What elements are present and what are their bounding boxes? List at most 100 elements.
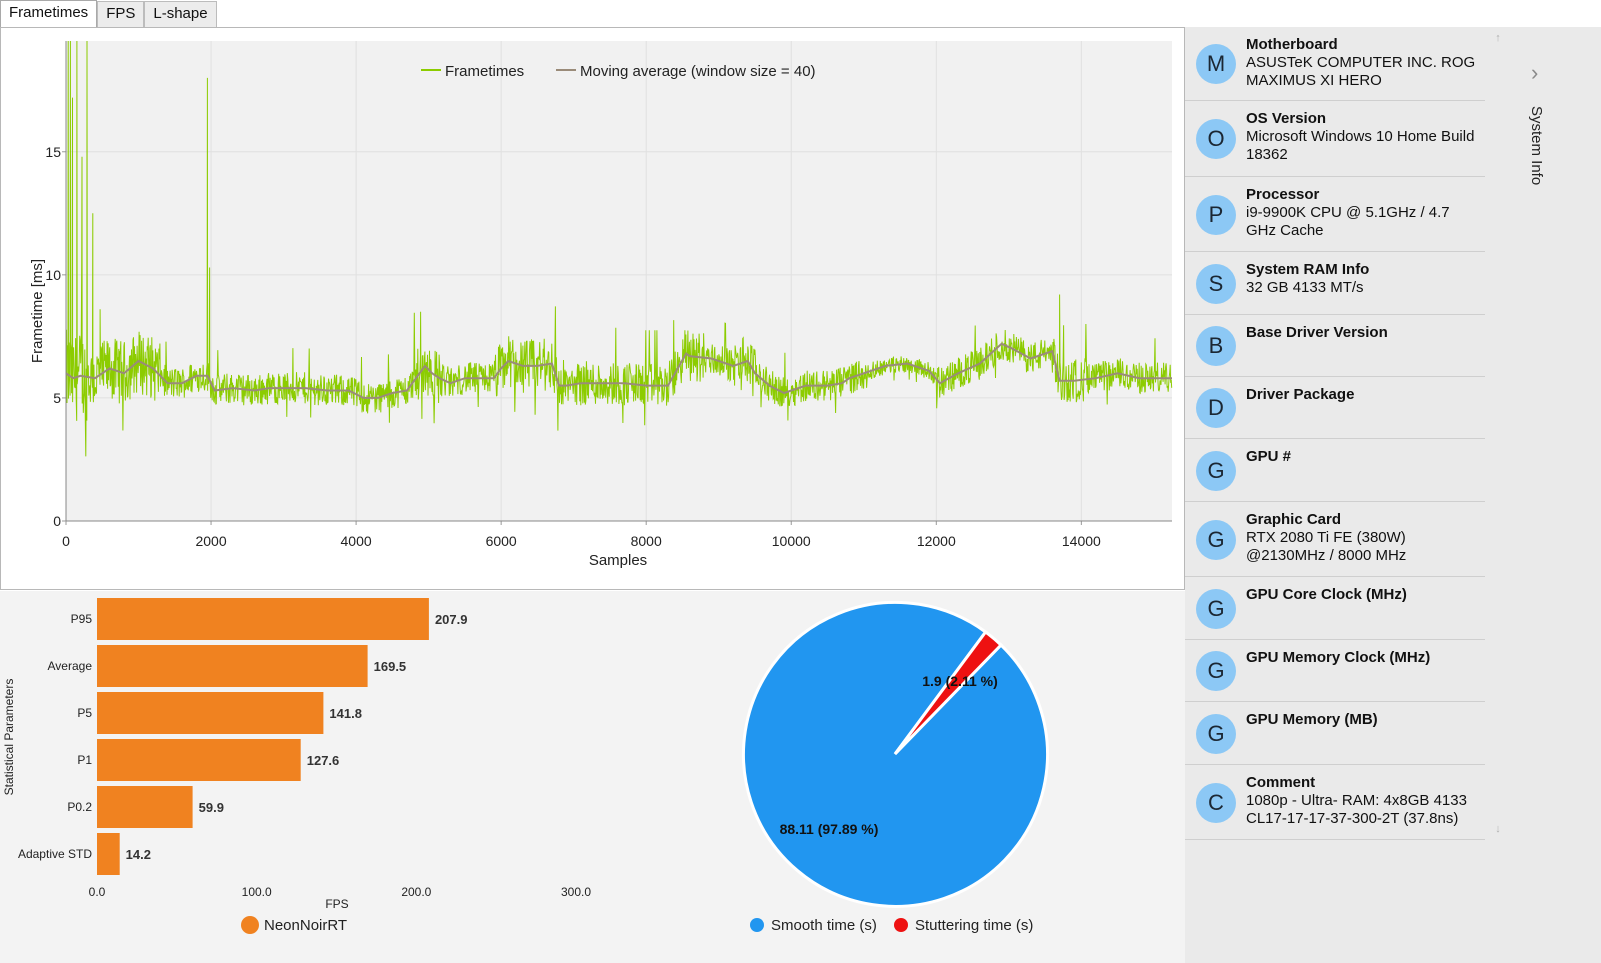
avatar: O (1196, 119, 1236, 159)
system-info-title: Comment (1246, 774, 1316, 791)
system-info-value: 1080p - Ultra- RAM: 4x8GB 4133 CL17-17-1… (1246, 792, 1467, 827)
bar-x-tick-label: 200.0 (401, 885, 431, 899)
system-info-item[interactable]: B Base Driver Version (1185, 315, 1485, 377)
x-axis-title: Samples (589, 552, 647, 569)
bar-category-label: Average (48, 659, 93, 673)
system-info-item[interactable]: G Graphic Card RTX 2080 Ti FE (380W) @2130… (1185, 502, 1485, 577)
system-info-item[interactable]: G GPU # (1185, 439, 1485, 502)
avatar: G (1196, 589, 1236, 629)
frametimes-chart[interactable]: 0 2000 4000 6000 8000 10000 12000 14000 0 5 10 15 F… (1, 28, 1184, 589)
x-tick-label: 12000 (917, 533, 956, 549)
bar-value-label: 14.2 (126, 847, 151, 862)
tab-frametimes[interactable]: Frametimes (0, 0, 98, 27)
system-info-value: i9-9900K CPU @ 5.1GHz / 4.7 GHz Cache (1246, 204, 1450, 239)
arrow-up-icon[interactable]: ↑ (1495, 32, 1501, 44)
x-tick-label: 14000 (1062, 533, 1101, 549)
bar-value-label: 207.9 (435, 612, 468, 627)
system-info-title: Motherboard (1246, 36, 1338, 53)
avatar: G (1196, 451, 1236, 491)
y-tick-label: 5 (53, 390, 61, 406)
system-info-item[interactable]: G GPU Memory Clock (MHz) (1185, 640, 1485, 702)
x-tick-label: 2000 (195, 533, 226, 549)
legend-swatch-smooth-time (750, 918, 764, 932)
y-tick-label: 15 (45, 144, 61, 160)
avatar: C (1196, 783, 1236, 823)
statistics-charts: P95 207.9 Average 169.5 P5 141.8 P1 127.6 P0.2 59… (2, 598, 1049, 934)
pie-slice[interactable] (893, 629, 1004, 756)
system-info-title: Graphic Card (1246, 511, 1342, 528)
avatar: B (1196, 326, 1236, 366)
x-tick-label: 6000 (486, 533, 517, 549)
stuttering-pie-chart[interactable]: 88.11 (97.89 %) 1.9 (2.11 %) (742, 600, 1049, 908)
bar-value-label: 169.5 (374, 659, 407, 674)
avatar: G (1196, 520, 1236, 560)
bar-category-label: P1 (77, 753, 92, 767)
bar-x-tick-label: 0.0 (89, 885, 106, 899)
system-info-item[interactable]: G GPU Memory (MB) (1185, 702, 1485, 765)
avatar: G (1196, 651, 1236, 691)
system-info-value: 32 GB 4133 MT/s (1246, 279, 1364, 296)
system-info-title: System RAM Info (1246, 261, 1370, 278)
system-info-value: ASUSTeK COMPUTER INC. ROG MAXIMUS XI HER… (1246, 54, 1476, 89)
system-info-item[interactable]: S System RAM Info 32 GB 4133 MT/s (1185, 252, 1485, 315)
bar-value-label: 141.8 (329, 706, 362, 721)
x-tick-label: 10000 (772, 533, 811, 549)
system-info-item[interactable]: M Motherboard ASUSTeK COMPUTER INC. ROG MA… (1185, 27, 1485, 101)
tab-bar: Frametimes FPS L-shape (0, 0, 217, 27)
legend-label-smooth-time: Smooth time (s) (771, 917, 877, 934)
system-info-title: Base Driver Version (1246, 324, 1388, 341)
legend-swatch-stuttering-time (894, 918, 908, 932)
legend-swatch-neonnoirrt (241, 916, 259, 934)
bar[interactable] (97, 833, 120, 875)
system-info-title: GPU # (1246, 448, 1292, 465)
pie-slice-label: 1.9 (2.11 %) (922, 673, 998, 689)
system-info-panel[interactable]: ↑ M Motherboard ASUSTeK COMPUTER INC. ROG … (1185, 27, 1523, 963)
legend-label-frametimes: Frametimes (445, 63, 524, 80)
avatar: M (1196, 44, 1236, 84)
bar[interactable] (97, 598, 429, 640)
frametimes-chart-panel[interactable]: 0 2000 4000 6000 8000 10000 12000 14000 0 5 10 15 F… (0, 27, 1185, 590)
y-tick-label: 0 (53, 513, 61, 529)
chevron-right-icon[interactable]: › (1531, 60, 1539, 85)
bar[interactable] (97, 739, 301, 781)
arrow-down-icon[interactable]: ↓ (1495, 823, 1501, 835)
bar-x-axis-title: FPS (325, 897, 348, 911)
avatar: S (1196, 264, 1236, 304)
tab-l-shape[interactable]: L-shape (144, 1, 217, 27)
avatar: P (1196, 195, 1236, 235)
system-info-title: GPU Memory Clock (MHz) (1246, 649, 1431, 666)
bar-category-label: P5 (77, 706, 92, 720)
bar[interactable] (97, 645, 368, 687)
system-info-collapse-strip[interactable] (1523, 27, 1601, 963)
x-tick-label: 0 (62, 533, 70, 549)
system-info-item[interactable]: D Driver Package (1185, 377, 1485, 439)
bar-value-label: 127.6 (307, 753, 340, 768)
bar-value-label: 59.9 (199, 800, 224, 815)
bar[interactable] (97, 692, 324, 734)
bar-y-axis-title: Statistical Parameters (2, 679, 16, 796)
system-info-title: Processor (1246, 186, 1320, 203)
moving-average-series-line (65, 342, 1172, 399)
system-info-value: RTX 2080 Ti FE (380W) @2130MHz / 8000 MH… (1246, 529, 1407, 564)
system-info-title: GPU Core Clock (MHz) (1246, 586, 1407, 603)
avatar: G (1196, 714, 1236, 754)
bar-x-tick-label: 100.0 (242, 885, 272, 899)
bar-category-label: Adaptive STD (18, 847, 92, 861)
x-tick-label: 8000 (631, 533, 662, 549)
system-info-item[interactable]: C Comment 1080p - Ultra- RAM: 4x8GB 4133 C… (1185, 765, 1485, 840)
frametimes-series-line (65, 40, 1173, 457)
chart-legend: Frametimes Moving average (window size =… (421, 63, 816, 80)
plot-area (66, 41, 1172, 521)
tab-fps[interactable]: FPS (97, 1, 145, 27)
bar[interactable] (97, 786, 193, 828)
system-info-tab-label[interactable]: System Info (1528, 106, 1545, 186)
legend-label-stuttering-time: Stuttering time (s) (915, 917, 1033, 934)
system-info-item[interactable]: O OS Version Microsoft Windows 10 Home Bui… (1185, 101, 1485, 177)
pie-slice-label: 88.11 (97.89 %) (780, 821, 879, 837)
statistical-parameters-chart[interactable]: P95 207.9 Average 169.5 P5 141.8 P1 127.6 P0.2 59… (18, 598, 591, 899)
y-tick-label: 10 (45, 267, 61, 283)
system-info-title: Driver Package (1246, 386, 1355, 403)
system-info-item[interactable]: G GPU Core Clock (MHz) (1185, 577, 1485, 640)
system-info-title: OS Version (1246, 110, 1327, 127)
system-info-item[interactable]: P Processor i9-9900K CPU @ 5.1GHz / 4.7 GH… (1185, 177, 1485, 252)
